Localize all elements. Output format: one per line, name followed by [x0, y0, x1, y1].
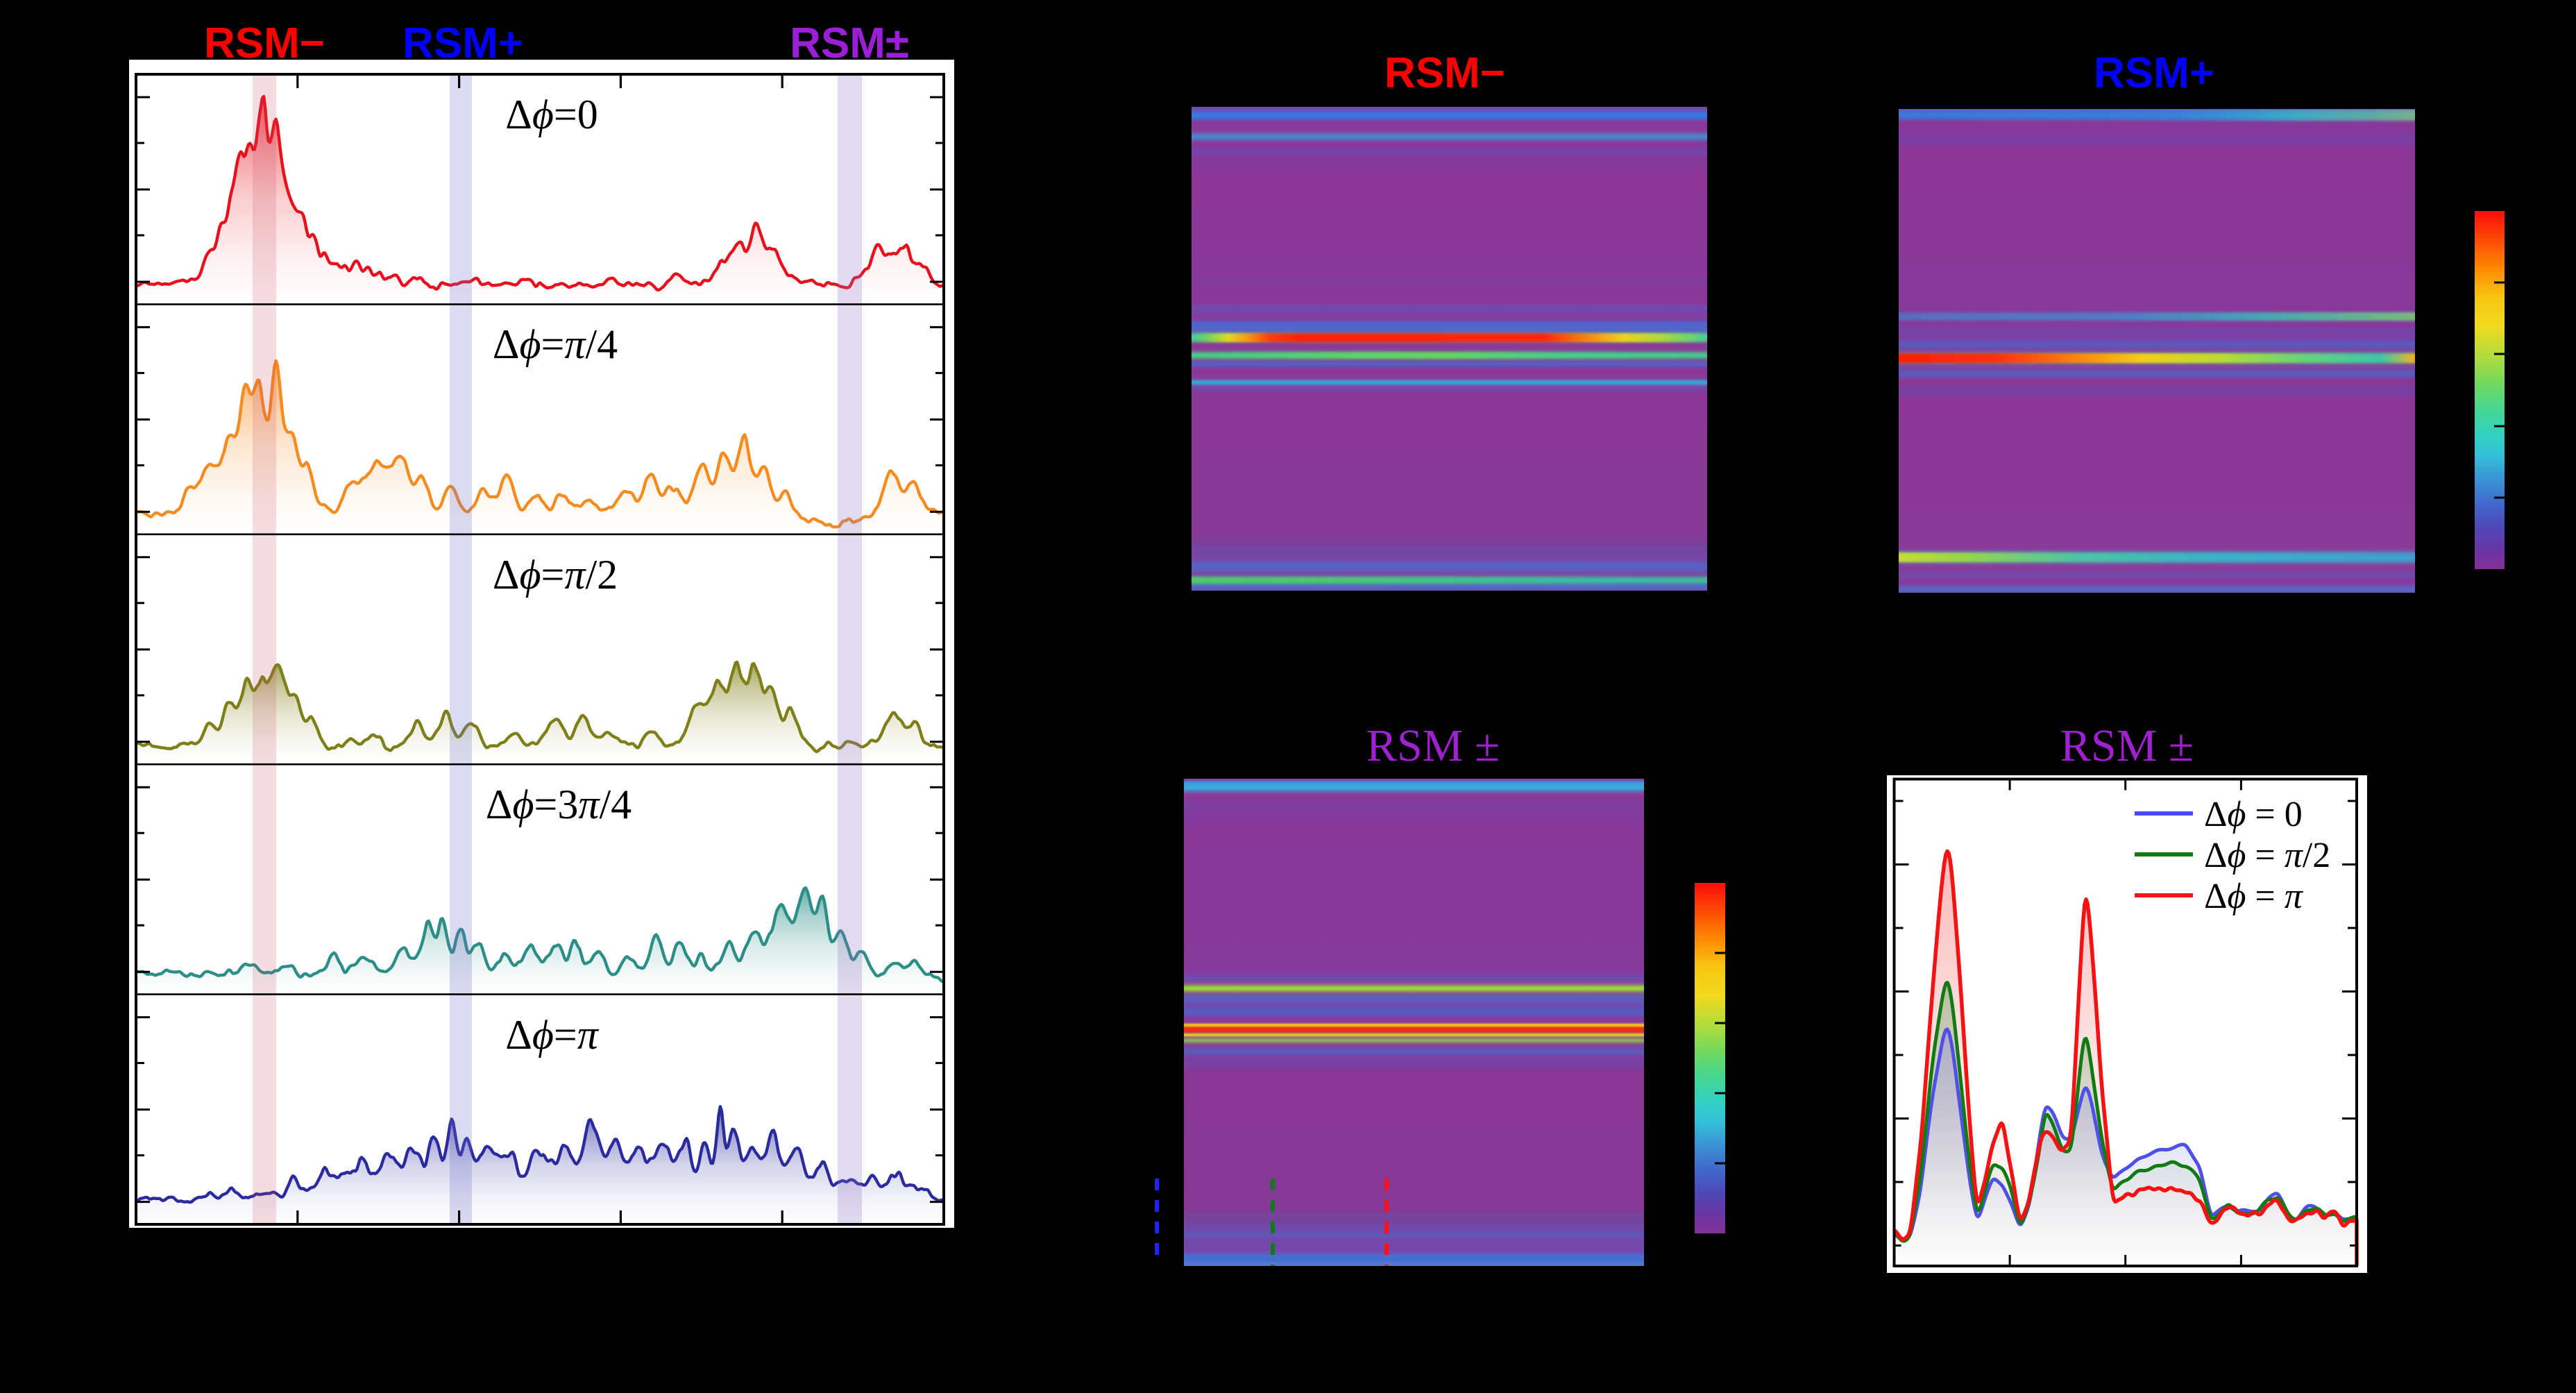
svg-text:Δϕ=π/2: Δϕ=π/2	[493, 552, 618, 598]
svg-text:RSM+: RSM+	[402, 19, 523, 67]
svg-text:RSM±: RSM±	[790, 19, 909, 67]
svg-text:Δϕ=3π/4: Δϕ=3π/4	[486, 782, 632, 827]
svg-text:Δϕ = π: Δϕ = π	[2204, 877, 2304, 916]
svg-text:Δϕ=π: Δϕ=π	[505, 1012, 600, 1058]
svg-text:RSM−: RSM−	[1384, 49, 1505, 97]
svg-text:RSM+: RSM+	[2094, 49, 2214, 97]
svg-text:Δϕ=0: Δϕ=0	[505, 92, 598, 137]
svg-text:RSM ±: RSM ±	[1366, 720, 1500, 771]
svg-text:Δϕ=π/4: Δϕ=π/4	[493, 321, 618, 367]
svg-text:RSM−: RSM−	[204, 19, 325, 67]
svg-text:Δϕ = π/2: Δϕ = π/2	[2204, 836, 2330, 875]
svg-text:Δϕ = 0: Δϕ = 0	[2204, 795, 2303, 834]
svg-text:RSM ±: RSM ±	[2060, 720, 2194, 771]
